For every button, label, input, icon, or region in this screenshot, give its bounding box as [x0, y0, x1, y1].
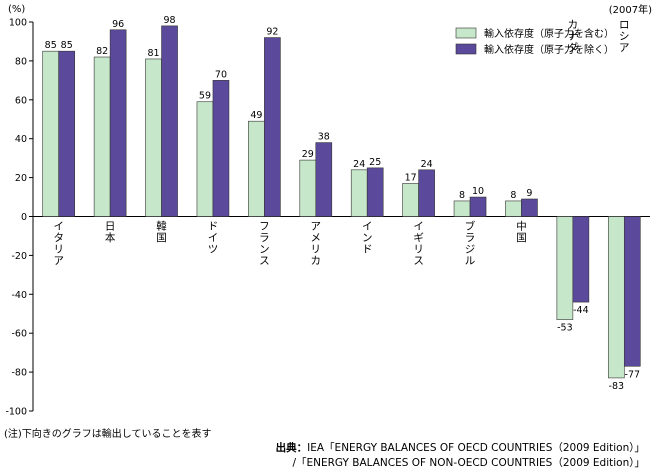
bar-incl — [350, 169, 368, 217]
y-tick-label: -20 — [11, 251, 27, 262]
legend-label: 輸入依存度（原子力を除く） — [484, 43, 614, 56]
bar-incl — [556, 216, 574, 320]
category-label: フランス — [259, 221, 270, 268]
bar-excl — [623, 216, 641, 367]
year-label: (2007年) — [609, 3, 652, 16]
category-label: 中国 — [516, 220, 527, 245]
data-label: 8 — [459, 190, 465, 201]
data-label: -53 — [557, 323, 573, 334]
y-tick-label: 40 — [15, 134, 27, 145]
legend-swatch — [455, 43, 477, 55]
category-label: カナダ — [568, 19, 579, 54]
source-line-1: 出典：IEA「ENERGY BALANCES OF OECD COUNTRIES… — [276, 440, 645, 455]
category-label: 韓国 — [156, 221, 167, 245]
category-label: アメリカ — [311, 221, 322, 268]
y-tick-label: 20 — [15, 173, 27, 184]
bar-excl — [58, 50, 76, 217]
bar-incl — [453, 200, 471, 217]
bar-excl — [109, 29, 127, 217]
category-label: イタリア — [53, 221, 64, 268]
y-tick-label: -80 — [11, 368, 27, 379]
y-tick-label: 0 — [21, 212, 27, 223]
bar-excl — [572, 216, 590, 303]
data-label: -44 — [573, 305, 589, 316]
data-label: 9 — [526, 188, 532, 199]
legend-swatch — [455, 27, 477, 39]
category-label: ドイツ — [208, 221, 219, 256]
footnote: (注)下向きのグラフは輸出していることを表す — [4, 429, 212, 440]
bar-excl — [264, 37, 281, 217]
data-label: 82 — [96, 46, 108, 57]
source-line-2: /「ENERGY BALANCES OF NON-OECD COUNTRIES（… — [292, 457, 645, 469]
y-tick-label: -60 — [11, 329, 27, 340]
import-dependency-chart: (%) (2007年) 輸入依存度（原子力を含む） 輸入依存度（原子力を除く） 1… — [5, 3, 652, 418]
y-tick-label: -40 — [11, 290, 27, 301]
data-label: 70 — [215, 69, 227, 80]
data-label: 85 — [45, 40, 57, 51]
y-tick-label: 100 — [9, 18, 27, 29]
data-label: 25 — [369, 157, 381, 168]
data-label: 98 — [163, 15, 175, 26]
data-label: -83 — [609, 381, 625, 392]
source-text-1: IEA「ENERGY BALANCES OF OECD COUNTRIES（20… — [307, 442, 645, 454]
y-tick-label: -100 — [5, 407, 27, 418]
data-label: 92 — [266, 27, 278, 38]
data-label: 85 — [61, 40, 73, 51]
bar-excl — [418, 169, 435, 217]
category-label: 日本 — [105, 221, 116, 245]
bar-incl — [93, 56, 111, 217]
bar-incl — [505, 200, 522, 217]
data-label: 24 — [421, 159, 433, 170]
category-label: インド — [362, 221, 373, 256]
bar-excl — [212, 80, 230, 217]
data-label: 24 — [353, 159, 365, 170]
bar-incl — [402, 183, 419, 217]
data-label: 59 — [199, 91, 211, 102]
bar-excl — [469, 196, 487, 217]
bar-excl — [161, 25, 178, 217]
y-tick-label: 60 — [15, 95, 27, 106]
data-label: 10 — [472, 186, 484, 197]
bar-incl — [248, 120, 265, 217]
bar-excl — [315, 142, 333, 217]
data-label: 29 — [302, 149, 314, 160]
plot-area: 100 80 60 40 20 0 -20 -40 -60 -80 -100 85 85 イタリア 82 96… — [5, 15, 650, 418]
bar-incl — [299, 159, 317, 217]
category-label: ブラジル — [465, 220, 476, 268]
data-label: 17 — [405, 172, 417, 183]
bar-incl — [607, 216, 625, 379]
data-label: 38 — [318, 132, 330, 143]
bar-excl — [521, 198, 538, 217]
data-label: 49 — [250, 110, 262, 121]
source-prefix: 出典： — [275, 442, 308, 454]
category-label: ロシア — [619, 19, 630, 54]
y-unit-label: (%) — [8, 4, 25, 15]
data-label: 81 — [147, 48, 159, 59]
bar-excl — [366, 167, 384, 217]
data-label: 96 — [112, 19, 124, 30]
legend-label: 輸入依存度（原子力を含む） — [484, 27, 614, 40]
category-label: イギリス — [413, 221, 424, 268]
bar-incl — [196, 101, 214, 217]
y-tick-label: 80 — [15, 56, 27, 67]
legend: 輸入依存度（原子力を含む） 輸入依存度（原子力を除く） — [455, 27, 614, 56]
data-label: 8 — [510, 190, 516, 201]
data-label: -77 — [625, 369, 641, 380]
bar-incl — [145, 58, 162, 217]
bar-incl — [42, 50, 60, 217]
